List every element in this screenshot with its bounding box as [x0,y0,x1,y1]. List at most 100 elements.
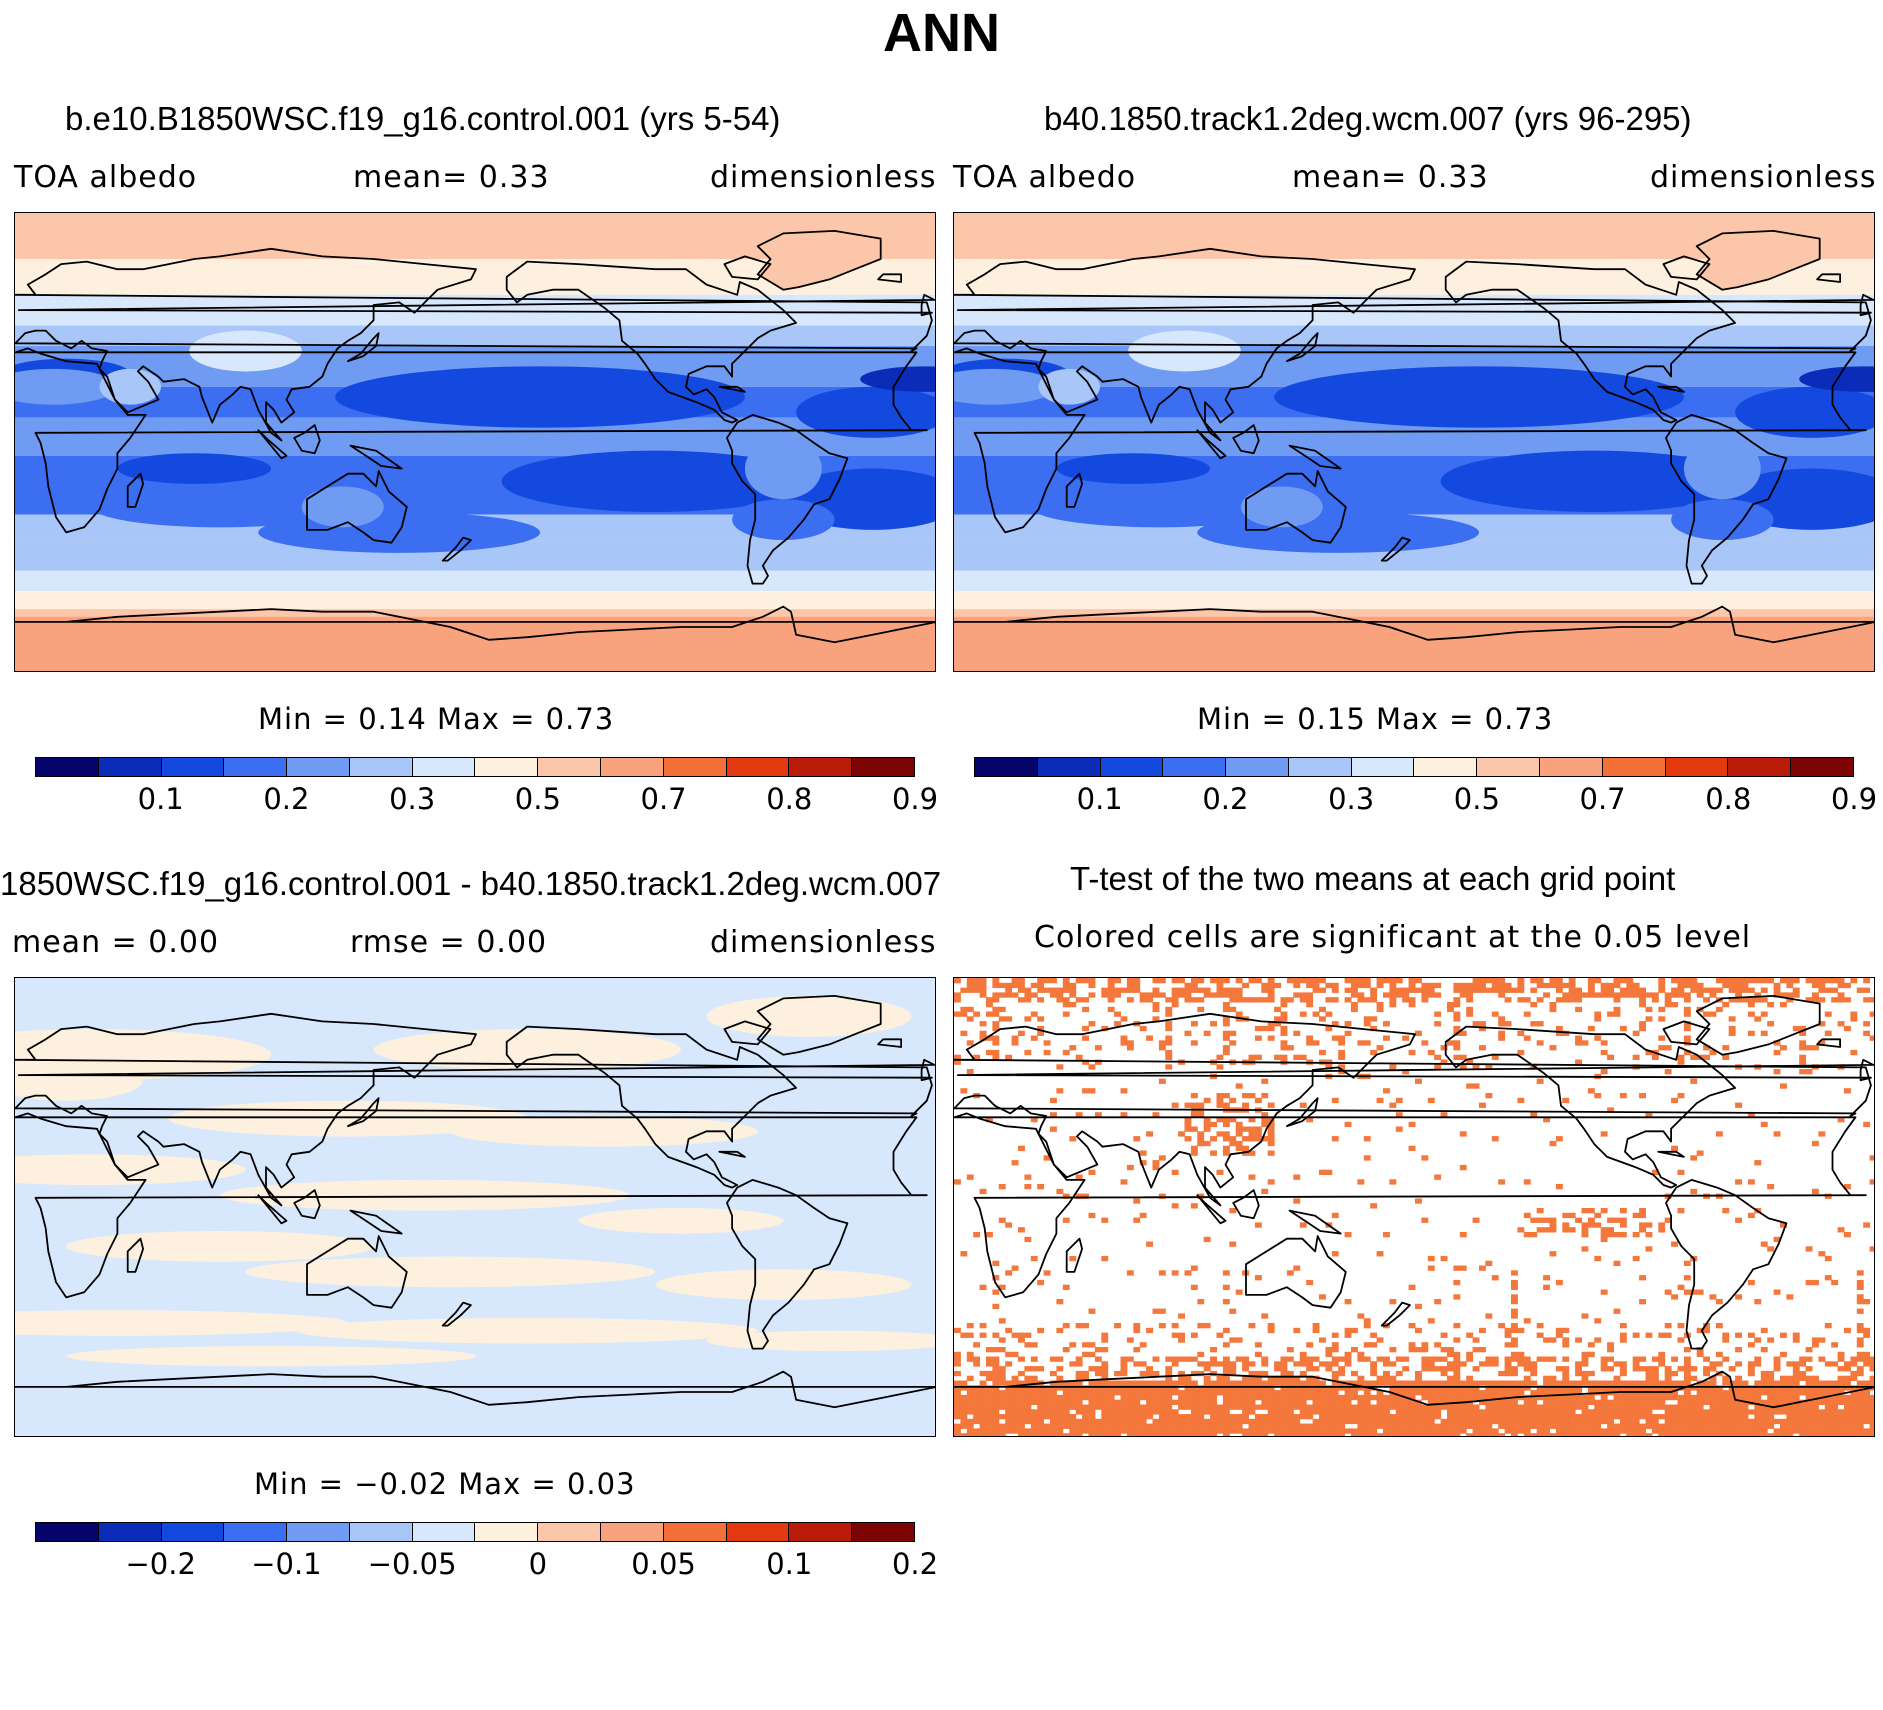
significant-cell [1786,1423,1794,1429]
significant-cell [1856,1380,1864,1386]
significant-cell [954,1327,961,1334]
significant-cell [1837,1399,1845,1405]
significant-cell [1799,1356,1807,1362]
significant-cell [998,1380,1006,1386]
significant-cell [1664,992,1672,998]
significant-cell [1171,1380,1179,1386]
significant-cell [1082,1193,1089,1199]
significant-cell [1466,1414,1474,1420]
colorbar-swatch [224,1523,288,1541]
significant-cell [1286,1347,1294,1353]
significant-cell [1274,1366,1281,1372]
significant-cell [1043,1404,1051,1410]
significant-cell [1517,1414,1525,1420]
significant-cell [1242,1433,1249,1436]
significant-cell [1338,1404,1346,1410]
significant-cell [1056,1088,1064,1094]
significant-cell [1728,1423,1736,1429]
significant-cell [1619,1414,1627,1420]
significant-cell [1094,1370,1102,1377]
significant-cell [1856,987,1864,993]
significant-cell [1222,1045,1230,1051]
significant-cell [1677,1284,1685,1290]
significant-cell [1536,997,1544,1003]
significant-cell [1254,1418,1262,1425]
significant-cell [1037,1025,1045,1032]
significant-cell [1485,1433,1493,1436]
significant-cell [1222,1418,1230,1425]
significant-cell [1171,987,1179,993]
significant-cell [954,1409,961,1415]
significant-cell [1402,1423,1410,1429]
significant-cell [1754,1016,1762,1022]
significant-cell [1158,1270,1166,1276]
significant-cell [1805,1069,1813,1075]
significant-cell [1094,1399,1102,1405]
significant-cell [1267,1035,1275,1041]
significant-cell [1555,1390,1563,1396]
significant-cell [1421,1423,1429,1429]
significant-cell [1216,978,1224,984]
significant-cell [1421,1409,1429,1415]
significant-cell [979,1423,987,1429]
albedo-patch [15,368,118,405]
significant-cell [1395,992,1403,998]
significant-cell [1479,982,1486,989]
significant-cell [1184,987,1192,993]
significant-cell [1005,1418,1013,1425]
significant-cell [1466,1375,1474,1381]
significant-cell [1069,1002,1077,1008]
significant-cell [1101,1390,1109,1396]
significant-cell [1421,1217,1429,1223]
coastline-new-guinea [1288,444,1342,470]
significant-cell [1741,1390,1749,1396]
significant-cell [1018,1145,1025,1151]
significant-cell [1062,1385,1070,1391]
significant-cell [1491,1136,1499,1142]
significant-cell [1504,1021,1512,1027]
significant-cell [1523,1035,1531,1041]
significant-cell [1651,997,1659,1003]
significant-cell [1165,1404,1173,1410]
significant-cell [998,992,1006,998]
significant-cell [1107,992,1115,998]
significant-cell [1075,1370,1083,1377]
significant-cell [1037,1428,1045,1434]
significant-cell [1011,1409,1019,1415]
significant-cell [1690,1385,1698,1391]
significant-cell [1146,997,1153,1003]
significant-cell [1235,1337,1243,1343]
significant-cell [1203,1323,1211,1329]
test-colorbar [35,757,915,777]
significant-cell [1523,997,1531,1003]
significant-cell [1683,1385,1691,1391]
significant-cell [1421,1380,1429,1386]
significant-cell [1024,1380,1032,1386]
albedo-patch [1030,486,1287,528]
significant-cell [1651,1356,1659,1362]
significant-cell [1018,987,1025,993]
significant-cell [1799,1385,1807,1391]
significant-cell [1011,1040,1019,1046]
significant-cell [1267,1423,1275,1429]
significant-cell [1222,1150,1230,1156]
ttest-significance-map [953,977,1875,1437]
significant-cell [1030,1035,1038,1041]
significant-cell [1094,1347,1102,1353]
significant-cell [1210,992,1217,998]
significant-cell [1632,1385,1640,1391]
colorbar-tick-label: 0.7 [640,782,687,816]
significant-cell [1056,1423,1064,1429]
significant-cell [1165,1370,1173,1377]
coastline-baffin [1662,255,1711,281]
significant-cell [1831,997,1839,1003]
significant-cell [1658,1404,1666,1410]
coastline-australia [306,1235,408,1309]
significant-cell [1126,987,1134,993]
significant-cell [1568,1212,1576,1219]
significant-cell [1319,1006,1326,1013]
significant-cell [1799,1433,1807,1436]
significant-cell [1754,1356,1762,1362]
significant-cell [1581,1404,1589,1410]
significant-cell [1504,1327,1512,1334]
